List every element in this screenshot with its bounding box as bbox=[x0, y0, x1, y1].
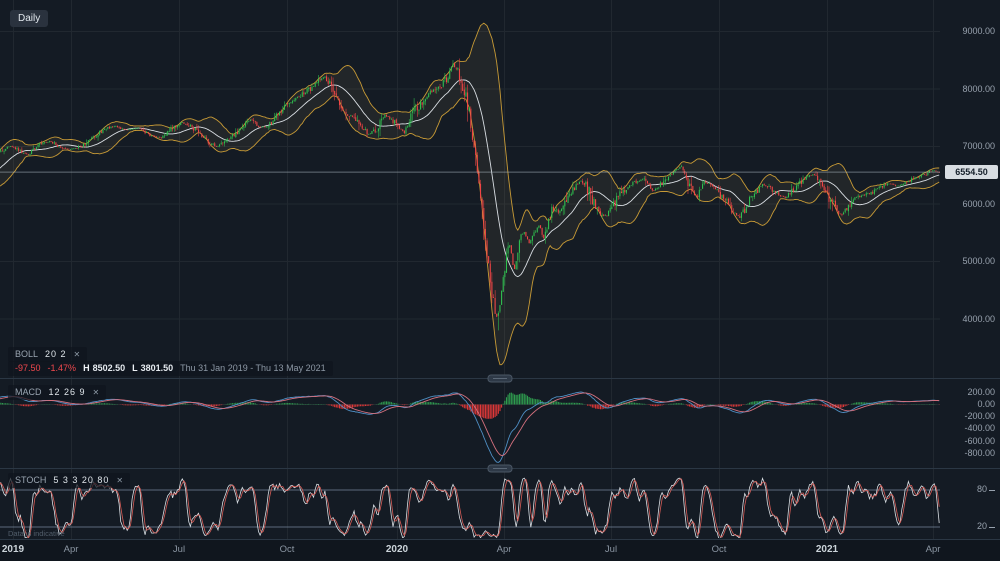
down-candle-bodies bbox=[1, 63, 940, 317]
time-tick-label: Oct bbox=[711, 544, 727, 555]
macd-panel bbox=[0, 391, 940, 463]
grid-lines bbox=[0, 0, 940, 539]
interval-label: Daily bbox=[18, 13, 41, 24]
axis-tick-label: 5000.00 bbox=[962, 256, 995, 266]
macd-legend: MACD 12 26 9 ✕ bbox=[8, 385, 107, 400]
axis-tick-label: 7000.00 bbox=[962, 141, 995, 151]
axis-tick-label: -600.00 bbox=[964, 435, 995, 446]
high-label: H bbox=[83, 363, 90, 373]
time-tick-label: Apr bbox=[496, 544, 512, 555]
macd-signal-line bbox=[0, 392, 940, 456]
stoch-panel bbox=[0, 476, 940, 538]
time-tick-label: Oct bbox=[279, 544, 295, 555]
low-label: L bbox=[132, 363, 138, 373]
stoch-k-line bbox=[0, 476, 940, 538]
stoch-name: STOCH bbox=[15, 475, 47, 485]
axis-tick-label: 6000.00 bbox=[962, 198, 995, 209]
candles-series bbox=[0, 58, 940, 331]
axis-tick-label: 0.00 bbox=[977, 399, 995, 409]
interval-button[interactable]: Daily bbox=[10, 10, 49, 27]
axis-tick-label: 8000.00 bbox=[962, 83, 995, 94]
axis-tick-label: 4000.00 bbox=[962, 313, 995, 324]
axis-tick-label: 200.00 bbox=[967, 386, 995, 397]
macd-name: MACD bbox=[15, 387, 42, 397]
boll-change: -97.50 bbox=[15, 363, 41, 373]
stoch-d-line bbox=[0, 478, 940, 538]
stoch-legend: STOCH 5 3 3 20 80 ✕ bbox=[8, 473, 131, 488]
bollinger-lower-line bbox=[0, 95, 940, 366]
axis-tick-label: -200.00 bbox=[964, 411, 995, 422]
boll-close-icon[interactable]: ✕ bbox=[73, 350, 81, 359]
time-tick-label: Jul bbox=[172, 544, 186, 555]
time-tick-label: Jul bbox=[604, 544, 618, 555]
low-value: 3801.50 bbox=[140, 363, 174, 373]
macd-close-icon[interactable]: ✕ bbox=[92, 388, 100, 397]
boll-legend: BOLL 20 2 ✕ bbox=[8, 347, 88, 362]
price-axis[interactable]: 9000.00 8000.00 7000.00 6000.00 5000.00 4000.… bbox=[940, 0, 1000, 539]
price-panel bbox=[0, 22, 940, 366]
time-tick-label: 2019 bbox=[1, 544, 25, 555]
high-value: 8502.50 bbox=[92, 363, 126, 373]
bollinger-band-fill bbox=[0, 23, 940, 365]
panel-resize-handle[interactable] bbox=[487, 374, 513, 383]
macd-histogram-positive bbox=[0, 392, 937, 405]
axis-tick-label: -800.00 bbox=[964, 447, 995, 458]
bollinger-upper-line bbox=[0, 22, 940, 231]
time-tick-label: 2020 bbox=[385, 544, 409, 555]
boll-name: BOLL bbox=[15, 349, 39, 359]
macd-line bbox=[0, 391, 940, 463]
macd-histogram-negative bbox=[14, 404, 940, 419]
time-tick-label: 2021 bbox=[815, 544, 839, 555]
stoch-close-icon[interactable]: ✕ bbox=[116, 476, 124, 485]
last-price-label: 6554.50 bbox=[945, 165, 998, 180]
time-tick-label: Apr bbox=[925, 544, 941, 555]
boll-params: 20 2 bbox=[45, 349, 67, 359]
axis-tick-label: -400.00 bbox=[964, 423, 995, 434]
stoch-tick-label: 80 bbox=[935, 484, 995, 494]
bollinger-middle-line bbox=[0, 79, 940, 278]
boll-stats: -97.50 -1.47% H 8502.50 L 3801.50 Thu 31… bbox=[8, 361, 333, 376]
boll-change-pct: -1.47% bbox=[47, 363, 77, 373]
stoch-tick-label: 20 bbox=[935, 521, 995, 531]
time-axis[interactable]: 2019 Apr Jul Oct 2020 Apr Jul Oct 2021 Apr bbox=[0, 540, 1000, 561]
disclaimer-text: Data is indicative bbox=[8, 529, 65, 538]
axis-tick-label: 9000.00 bbox=[962, 26, 995, 36]
time-tick-label: Apr bbox=[63, 544, 79, 555]
panel-resize-handle[interactable] bbox=[487, 464, 513, 473]
date-range: Thu 31 Jan 2019 - Thu 13 May 2021 bbox=[180, 363, 326, 373]
macd-params: 12 26 9 bbox=[48, 387, 86, 397]
stoch-params: 5 3 3 20 80 bbox=[53, 475, 110, 485]
